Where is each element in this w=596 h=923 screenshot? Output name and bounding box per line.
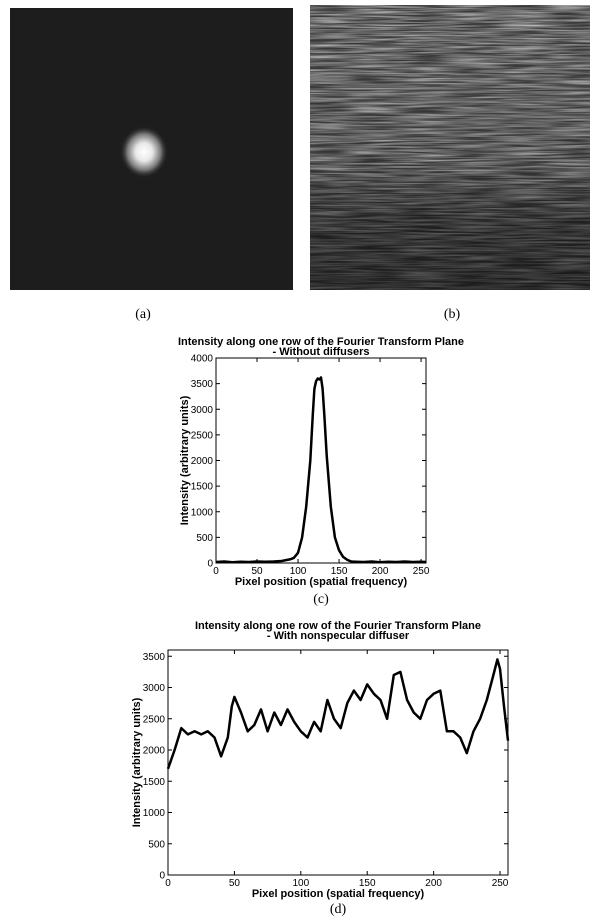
x-tick-label: 250 xyxy=(413,566,430,577)
x-tick-label: 0 xyxy=(165,878,171,889)
caption: (d) xyxy=(330,902,347,917)
chart-title: - Without diffusers xyxy=(272,346,369,358)
data-line xyxy=(166,658,510,770)
y-tick-label: 3500 xyxy=(191,379,214,390)
x-tick-label: 0 xyxy=(213,566,219,577)
x-tick-label: 50 xyxy=(251,566,263,577)
y-tick-label: 4000 xyxy=(191,354,214,365)
x-tick-label: 50 xyxy=(229,878,241,889)
x-tick-label: 250 xyxy=(492,878,509,889)
data-line xyxy=(215,376,427,564)
x-tick-label: 100 xyxy=(290,566,307,577)
x-axis-label: Pixel position (spatial frequency) xyxy=(235,576,408,588)
panel-label: (b) xyxy=(444,307,461,322)
y-tick-label: 2500 xyxy=(143,714,166,725)
image-b-shade xyxy=(310,5,590,290)
y-tick-label: 0 xyxy=(207,559,213,570)
y-axis-label: Intensity (arbitrary units) xyxy=(131,697,143,827)
x-tick-label: 150 xyxy=(331,566,348,577)
y-tick-label: 1500 xyxy=(191,482,214,493)
y-tick-label: 1500 xyxy=(143,777,166,788)
chart-title: Intensity along one row of the Fourier T… xyxy=(178,336,464,348)
x-tick-label: 200 xyxy=(425,878,442,889)
x-axis-label: Pixel position (spatial frequency) xyxy=(252,888,425,900)
caption: (c) xyxy=(313,592,329,607)
chart-title: Intensity along one row of the Fourier T… xyxy=(195,620,481,632)
bright-spot xyxy=(120,126,168,178)
panel-label: (a) xyxy=(135,307,151,322)
x-tick-label: 150 xyxy=(359,878,376,889)
y-tick-label: 3000 xyxy=(191,405,214,416)
x-tick-label: 100 xyxy=(292,878,309,889)
y-axis-label: Intensity (arbitrary units) xyxy=(179,395,191,525)
x-tick-label: 200 xyxy=(372,566,389,577)
y-tick-label: 2000 xyxy=(191,456,214,467)
y-tick-label: 2500 xyxy=(191,430,214,441)
chart-title: - With nonspecular diffuser xyxy=(267,630,410,642)
plot-frame xyxy=(215,357,427,564)
y-tick-label: 1000 xyxy=(191,507,214,518)
plot-frame xyxy=(167,649,509,876)
y-tick-label: 0 xyxy=(159,871,165,882)
y-tick-label: 500 xyxy=(196,533,213,544)
y-tick-label: 1000 xyxy=(143,808,166,819)
y-tick-label: 500 xyxy=(148,839,165,850)
y-tick-label: 3000 xyxy=(143,683,166,694)
y-tick-label: 2000 xyxy=(143,746,166,757)
y-tick-label: 3500 xyxy=(143,652,166,663)
